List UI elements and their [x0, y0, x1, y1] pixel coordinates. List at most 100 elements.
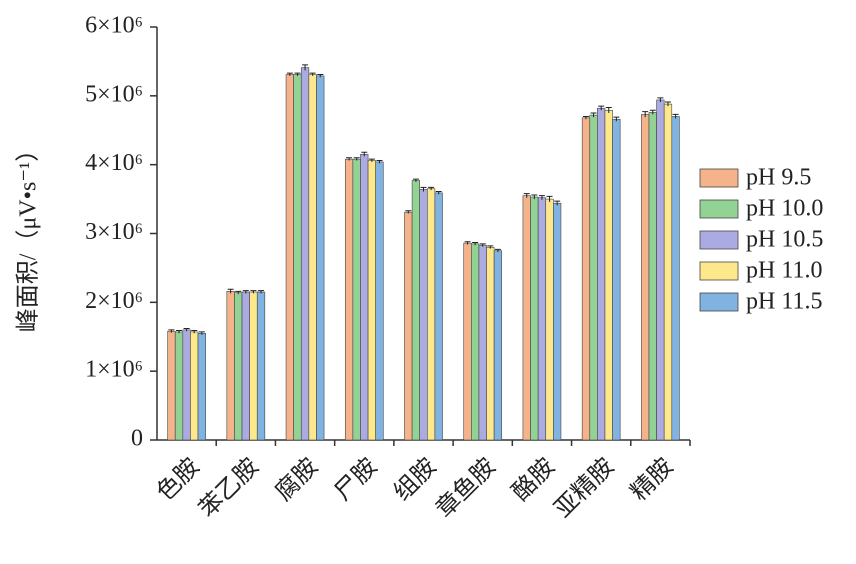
- bar: [190, 331, 199, 441]
- bar: [352, 158, 361, 441]
- bar: [344, 158, 354, 441]
- bar: [589, 114, 598, 441]
- legend-swatch: [699, 199, 739, 219]
- bar: [478, 244, 487, 441]
- x-tick-label: 组胺: [389, 453, 442, 506]
- bar: [419, 189, 428, 441]
- error-bar: [464, 241, 471, 245]
- legend-swatch: [699, 168, 739, 188]
- error-bar: [183, 327, 190, 332]
- error-bar: [294, 72, 301, 76]
- bar: [197, 333, 206, 441]
- error-bar: [664, 101, 671, 107]
- error-bar: [309, 72, 316, 76]
- error-bar: [302, 64, 309, 71]
- error-bar: [346, 157, 353, 161]
- x-tick-label: 腐胺: [270, 453, 323, 506]
- bar: [293, 74, 302, 441]
- error-bar: [546, 195, 553, 202]
- error-bar: [412, 178, 419, 182]
- error-bar: [605, 107, 612, 114]
- error-bar: [353, 157, 360, 161]
- bar: [530, 196, 539, 441]
- error-bar: [554, 200, 561, 206]
- bar: [256, 291, 266, 441]
- error-bar: [428, 186, 435, 191]
- error-bar: [642, 111, 649, 118]
- bar: [367, 160, 376, 441]
- bar: [375, 161, 384, 441]
- x-tick-label: 章鱼胺: [431, 453, 501, 523]
- bar: [226, 291, 235, 441]
- bar: [612, 118, 621, 441]
- error-bar: [191, 330, 198, 334]
- error-bar: [649, 109, 656, 115]
- x-tick-label: 色胺: [152, 453, 205, 506]
- error-bar: [613, 116, 620, 122]
- error-bar: [168, 329, 175, 333]
- error-bar: [376, 160, 383, 164]
- bar: [241, 291, 250, 441]
- bar: [167, 330, 176, 441]
- error-bar: [523, 193, 530, 198]
- error-bar: [235, 290, 242, 295]
- legend-swatch: [699, 292, 739, 312]
- bar: [360, 154, 369, 441]
- y-tick-label: 5×10⁶: [85, 81, 143, 107]
- error-bar: [472, 241, 479, 246]
- error-bar: [286, 72, 293, 76]
- bar: [411, 180, 421, 441]
- bar: [656, 99, 665, 441]
- bar: [663, 103, 673, 441]
- bar: [493, 250, 503, 441]
- x-tick-label: 亚精胺: [549, 453, 619, 523]
- error-bar: [361, 151, 368, 157]
- bar: [553, 202, 562, 441]
- bar: [249, 291, 258, 441]
- error-bar: [672, 113, 679, 119]
- y-axis-label: 峰面积/（μV•s⁻¹）: [15, 138, 42, 332]
- legend-label: pH 9.5: [746, 165, 811, 191]
- bar: [486, 246, 495, 441]
- error-bar: [258, 290, 265, 294]
- error-bar: [538, 195, 545, 200]
- y-tick-label: 4×10⁶: [85, 150, 143, 176]
- legend-label: pH 10.0: [746, 196, 823, 222]
- error-bar: [420, 186, 427, 192]
- x-tick-label: 精胺: [625, 453, 678, 506]
- bar: [597, 107, 606, 441]
- bar: [174, 331, 184, 441]
- error-bar: [657, 97, 664, 103]
- bar: [545, 198, 554, 441]
- bar: [234, 292, 243, 441]
- y-tick-label: 6×10⁶: [85, 13, 143, 39]
- legend-swatch: [699, 230, 739, 250]
- bar: [285, 74, 294, 441]
- bar: [308, 74, 317, 441]
- bar: [671, 116, 680, 441]
- bar: [641, 114, 650, 441]
- bar: [182, 329, 191, 441]
- y-tick-label: 3×10⁶: [85, 219, 143, 245]
- error-bar: [582, 115, 589, 120]
- error-bar: [435, 191, 442, 195]
- bar: [471, 243, 480, 441]
- error-bar: [368, 158, 375, 162]
- bar: [581, 117, 591, 441]
- bar: [648, 112, 657, 441]
- bar: [537, 197, 547, 441]
- error-bar: [242, 290, 249, 294]
- legend-label: pH 10.5: [746, 227, 823, 253]
- x-tick-label: 酪胺: [507, 453, 560, 506]
- error-bar: [494, 248, 501, 253]
- error-bar: [227, 288, 234, 294]
- error-bar: [479, 243, 486, 247]
- legend-label: pH 11.0: [746, 258, 822, 284]
- x-tick-label: 尸胺: [329, 453, 382, 506]
- bar: [404, 211, 413, 441]
- bar: [604, 109, 613, 441]
- bar: [522, 195, 531, 441]
- error-bar: [317, 73, 324, 78]
- bar: [300, 67, 310, 441]
